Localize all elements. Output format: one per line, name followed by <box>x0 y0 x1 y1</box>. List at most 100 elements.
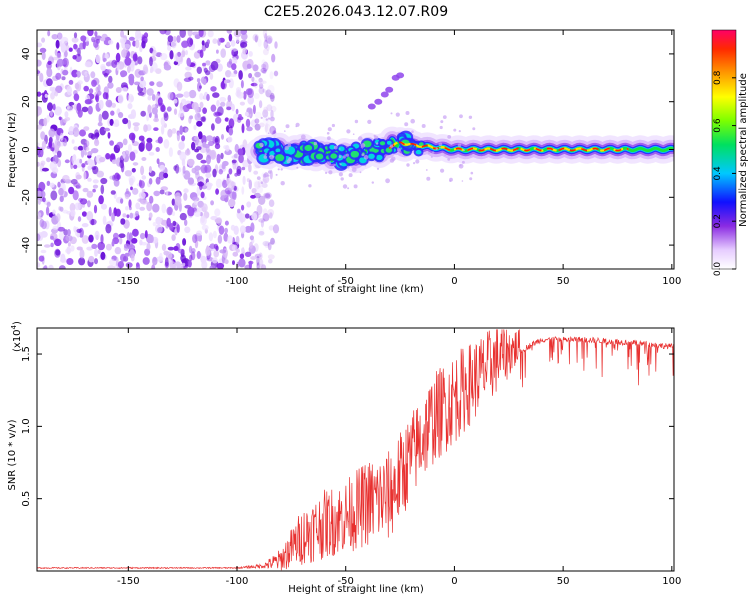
noise-speckle <box>267 84 275 94</box>
noise-speckle <box>209 265 216 269</box>
noise-speckle <box>51 34 59 40</box>
noise-speckle <box>218 168 223 175</box>
scatter-dot <box>390 112 393 115</box>
noise-speckle <box>205 246 211 256</box>
noise-speckle <box>237 208 241 214</box>
noise-speckle <box>94 230 100 240</box>
scatter-dot <box>280 168 283 171</box>
scatter-dot <box>338 155 342 159</box>
noise-speckle <box>79 158 83 164</box>
noise-speckle <box>73 32 78 39</box>
noise-speckle <box>48 141 53 149</box>
noise-speckle <box>56 52 62 59</box>
carrier-core-yellow <box>388 140 629 152</box>
noise-speckle <box>83 171 87 180</box>
noise-speckle <box>68 186 75 195</box>
noise-speckle <box>238 213 246 223</box>
noise-speckle <box>212 38 218 44</box>
noise-speckle <box>258 83 264 89</box>
noise-speckle <box>40 231 48 238</box>
scatter-dot <box>284 130 286 132</box>
scatter-dot <box>296 166 299 169</box>
scatter-dot <box>457 143 462 147</box>
noise-speckle <box>58 265 66 269</box>
noise-speckle <box>247 95 254 105</box>
noise-speckle <box>205 135 214 142</box>
noise-speckle <box>269 125 277 135</box>
noise-speckle <box>208 140 214 147</box>
noise-speckle <box>105 153 111 160</box>
noise-speckle <box>188 76 194 81</box>
scatter-dot <box>462 149 465 152</box>
noise-speckle <box>196 250 201 260</box>
noise-speckle <box>52 103 56 111</box>
noise-speckle <box>83 126 90 131</box>
noise-speckle <box>261 59 266 67</box>
noise-speckle <box>101 110 109 120</box>
noise-speckle <box>214 143 221 150</box>
noise-speckle <box>72 55 77 60</box>
noise-speckle <box>156 81 163 88</box>
carrier-blob-core <box>368 153 375 159</box>
noise-speckle <box>98 195 104 205</box>
noise-speckle <box>98 113 103 124</box>
scatter-dot <box>284 145 289 151</box>
noise-speckle <box>138 79 147 89</box>
noise-speckle <box>200 215 205 223</box>
noise-speckle <box>91 148 99 154</box>
scatter-dot <box>435 147 438 150</box>
noise-speckle <box>48 128 56 138</box>
scatter-dot <box>339 163 342 166</box>
noise-speckle <box>141 139 145 149</box>
noise-speckle <box>217 234 223 244</box>
noise-speckle <box>87 165 92 171</box>
noise-speckle <box>181 158 186 167</box>
scatter-dot <box>470 171 474 175</box>
scatter-dot <box>413 162 416 165</box>
noise-speckle <box>90 71 96 79</box>
snr-panel: -150 -100 -50 0 50 100 0.5 1.0 1.5 Height of st… <box>7 321 681 595</box>
scatter-dot <box>340 177 344 181</box>
noise-speckle <box>224 117 229 122</box>
noise-speckle <box>244 111 249 117</box>
noise-speckle <box>125 206 129 211</box>
noise-speckle <box>69 202 76 212</box>
noise-speckle <box>72 127 80 137</box>
snr-y-tick-label: 1.5 <box>21 346 32 362</box>
noise-speckle <box>120 30 125 38</box>
noise-speckle <box>93 39 99 48</box>
noise-speckle <box>139 206 146 211</box>
carrier-blob-core <box>304 144 313 152</box>
noise-speckle <box>37 42 43 48</box>
noise-speckle <box>264 242 270 248</box>
noise-speckle <box>262 109 269 118</box>
carrier-blob-core <box>329 144 336 150</box>
carrier-blob-core <box>418 142 424 147</box>
noise-speckle <box>253 180 261 188</box>
noise-speckle <box>246 63 252 69</box>
noise-speckle <box>165 190 169 196</box>
noise-speckle <box>37 142 40 147</box>
noise-speckle <box>39 47 47 53</box>
scatter-dot <box>327 161 331 166</box>
scatter-dot <box>359 171 362 174</box>
spectrogram-y-tick-label: 40 <box>21 48 32 61</box>
noise-speckle <box>202 62 206 67</box>
noise-speckle <box>119 237 123 245</box>
scatter-dot <box>439 146 441 149</box>
noise-speckle <box>85 146 90 151</box>
noise-speckle <box>126 65 131 74</box>
snr-y-tick-label: 0.5 <box>21 491 32 507</box>
noise-speckle <box>68 79 74 85</box>
noise-speckle <box>47 60 52 65</box>
noise-speckle <box>134 210 139 217</box>
noise-speckle <box>37 124 43 130</box>
scatter-dot <box>331 123 335 128</box>
noise-speckle <box>98 99 104 110</box>
noise-speckle <box>117 261 124 269</box>
noise-speckle <box>227 94 232 103</box>
noise-speckle <box>253 93 260 99</box>
noise-speckle <box>263 39 269 50</box>
noise-speckle <box>236 91 244 99</box>
noise-speckle <box>120 218 126 225</box>
